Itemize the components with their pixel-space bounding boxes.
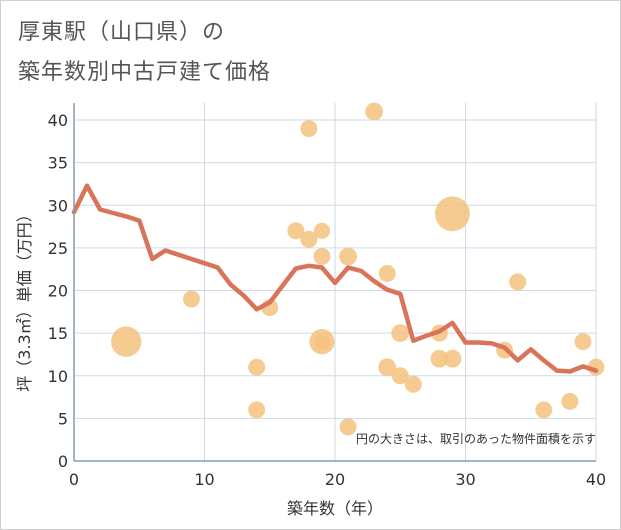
y-tick-label: 30 <box>48 196 68 215</box>
bubble-point <box>248 358 266 376</box>
y-tick-label: 20 <box>48 282 68 301</box>
bubble-point <box>391 367 409 385</box>
axes: 0 5 10 15 20 25 30 35 40 0 10 20 30 40 <box>48 103 606 489</box>
y-tick-label: 10 <box>48 367 68 386</box>
bubble-point <box>443 349 462 368</box>
bubble-point <box>561 392 579 410</box>
y-tick-label: 0 <box>58 452 68 471</box>
trend-series <box>71 183 599 374</box>
bubble-point <box>339 418 357 436</box>
bubble-point <box>391 324 410 343</box>
y-tick-label: 5 <box>58 409 68 428</box>
chart-title-line2: 築年数別中古戸建て価格 <box>18 60 272 85</box>
y-tick-label: 25 <box>48 239 68 258</box>
bubble-point <box>300 120 318 138</box>
y-tick-label: 15 <box>48 324 68 343</box>
x-tick-label: 40 <box>586 470 606 489</box>
bubble-point <box>313 247 331 265</box>
bubble-point <box>182 290 200 308</box>
x-tick-label: 20 <box>325 470 345 489</box>
bubble-point <box>574 333 592 351</box>
y-tick-label: 35 <box>48 154 68 173</box>
chart-title-line1: 厚東駅（山口県）の <box>18 20 226 45</box>
bubble-point <box>248 401 266 419</box>
bubble-point <box>287 222 305 240</box>
bubble-point <box>365 102 384 121</box>
x-tick-label: 0 <box>69 470 79 489</box>
trend-line <box>71 183 599 374</box>
bubble-point <box>535 401 553 419</box>
bubble-point <box>378 264 396 282</box>
bubble-point <box>435 196 470 232</box>
bubble-point <box>339 247 357 266</box>
bubble-series <box>110 102 605 436</box>
x-tick-label: 10 <box>194 470 214 489</box>
bubble-point <box>313 222 331 239</box>
bubble-point <box>509 273 527 291</box>
x-tick-label: 30 <box>455 470 475 489</box>
y-tick-label: 40 <box>48 111 68 130</box>
y-axis-label: 坪（3.3㎡）単価（万円） <box>15 206 34 391</box>
bubble-point <box>404 375 422 393</box>
bubble-point <box>110 326 142 357</box>
size-annotation: 円の大きさは、取引のあった物件面積を示す <box>356 431 596 446</box>
bubble-point <box>300 230 318 248</box>
bubble-point <box>313 333 331 350</box>
x-axis-label: 築年数（年） <box>287 499 383 518</box>
bubble-point <box>430 349 449 368</box>
bubble-point <box>378 358 397 377</box>
